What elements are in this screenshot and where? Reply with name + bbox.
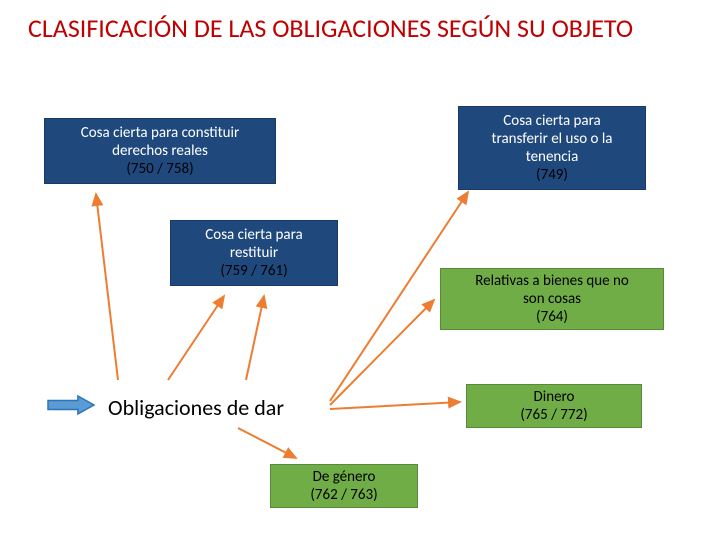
box-line: Dinero	[534, 388, 575, 406]
box-line: Relativas a bienes que no	[475, 272, 629, 290]
box-line: son cosas	[523, 290, 581, 308]
box-bienes: Relativas a bienes que no son cosas (764…	[440, 268, 664, 330]
box-dinero: Dinero (765 / 772)	[466, 384, 642, 428]
box-transferir: Cosa cierta para transferir el uso o la …	[458, 106, 646, 190]
box-line: derechos reales	[112, 142, 208, 160]
box-line: transferir el uso o la	[492, 130, 613, 148]
box-line: restituir	[230, 244, 278, 262]
box-line: (750 / 758)	[126, 160, 193, 178]
box-line: De género	[313, 468, 376, 486]
box-line: (764)	[536, 308, 568, 326]
page-title: CLASIFICACIÓN DE LAS OBLIGACIONES SEGÚN …	[28, 14, 668, 44]
box-line: (765 / 772)	[520, 406, 587, 424]
box-line: Cosa cierta para	[503, 112, 600, 130]
central-label: Obligaciones de dar	[108, 394, 284, 421]
box-genero: De género (762 / 763)	[270, 464, 418, 508]
box-line: Cosa cierta para	[205, 226, 302, 244]
box-restituir: Cosa cierta para restituir (759 / 761)	[170, 220, 338, 286]
box-line: tenencia	[526, 148, 579, 166]
box-constituir: Cosa cierta para constituir derechos rea…	[44, 118, 276, 184]
box-line: (762 / 763)	[310, 486, 377, 504]
box-line: Cosa cierta para constituir	[81, 124, 239, 142]
box-line: (759 / 761)	[220, 262, 287, 280]
box-line: (749)	[536, 166, 568, 184]
